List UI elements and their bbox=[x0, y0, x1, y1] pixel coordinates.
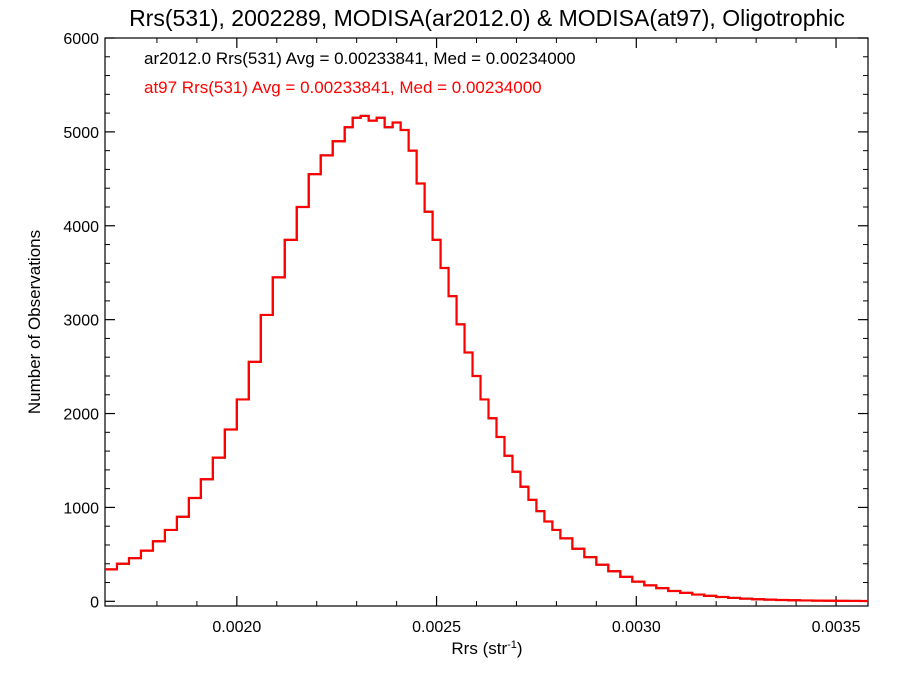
x-axis-label-sup: -1 bbox=[507, 639, 517, 651]
x-tick-label: 0.0020 bbox=[212, 619, 261, 636]
y-tick-label: 3000 bbox=[63, 313, 99, 330]
x-tick-label: 0.0035 bbox=[812, 619, 861, 636]
series-at97-line bbox=[105, 114, 868, 603]
chart-title: Rrs(531), 2002289, MODISA(ar2012.0) & MO… bbox=[129, 5, 845, 31]
annotation-at97: at97 Rrs(531) Avg = 0.00233841, Med = 0.… bbox=[144, 78, 542, 97]
x-axis-label-main: Rrs (str bbox=[451, 639, 507, 658]
series-ar2012-line bbox=[105, 114, 868, 603]
y-tick-label: 5000 bbox=[63, 125, 99, 142]
axis-ticks: 0 1000 2000 3000 4000 5000 6000 0.0020 0.0025 0.0… bbox=[63, 31, 868, 636]
y-tick-label: 1000 bbox=[63, 500, 99, 517]
x-axis-label: Rrs (str-1) bbox=[451, 639, 522, 658]
y-axis-label: Number of Observations bbox=[25, 230, 44, 414]
y-tick-label: 0 bbox=[90, 594, 99, 611]
x-tick-label: 0.0025 bbox=[412, 619, 461, 636]
annotation-ar2012: ar2012.0 Rrs(531) Avg = 0.00233841, Med … bbox=[144, 49, 576, 68]
plot-frame bbox=[104, 37, 869, 607]
x-tick-label: 0.0030 bbox=[612, 619, 661, 636]
y-tick-label: 4000 bbox=[63, 219, 99, 236]
y-tick-label: 2000 bbox=[63, 407, 99, 424]
series-layer bbox=[105, 114, 868, 603]
x-axis-label-close: ) bbox=[517, 639, 523, 658]
y-tick-label: 6000 bbox=[63, 31, 99, 48]
